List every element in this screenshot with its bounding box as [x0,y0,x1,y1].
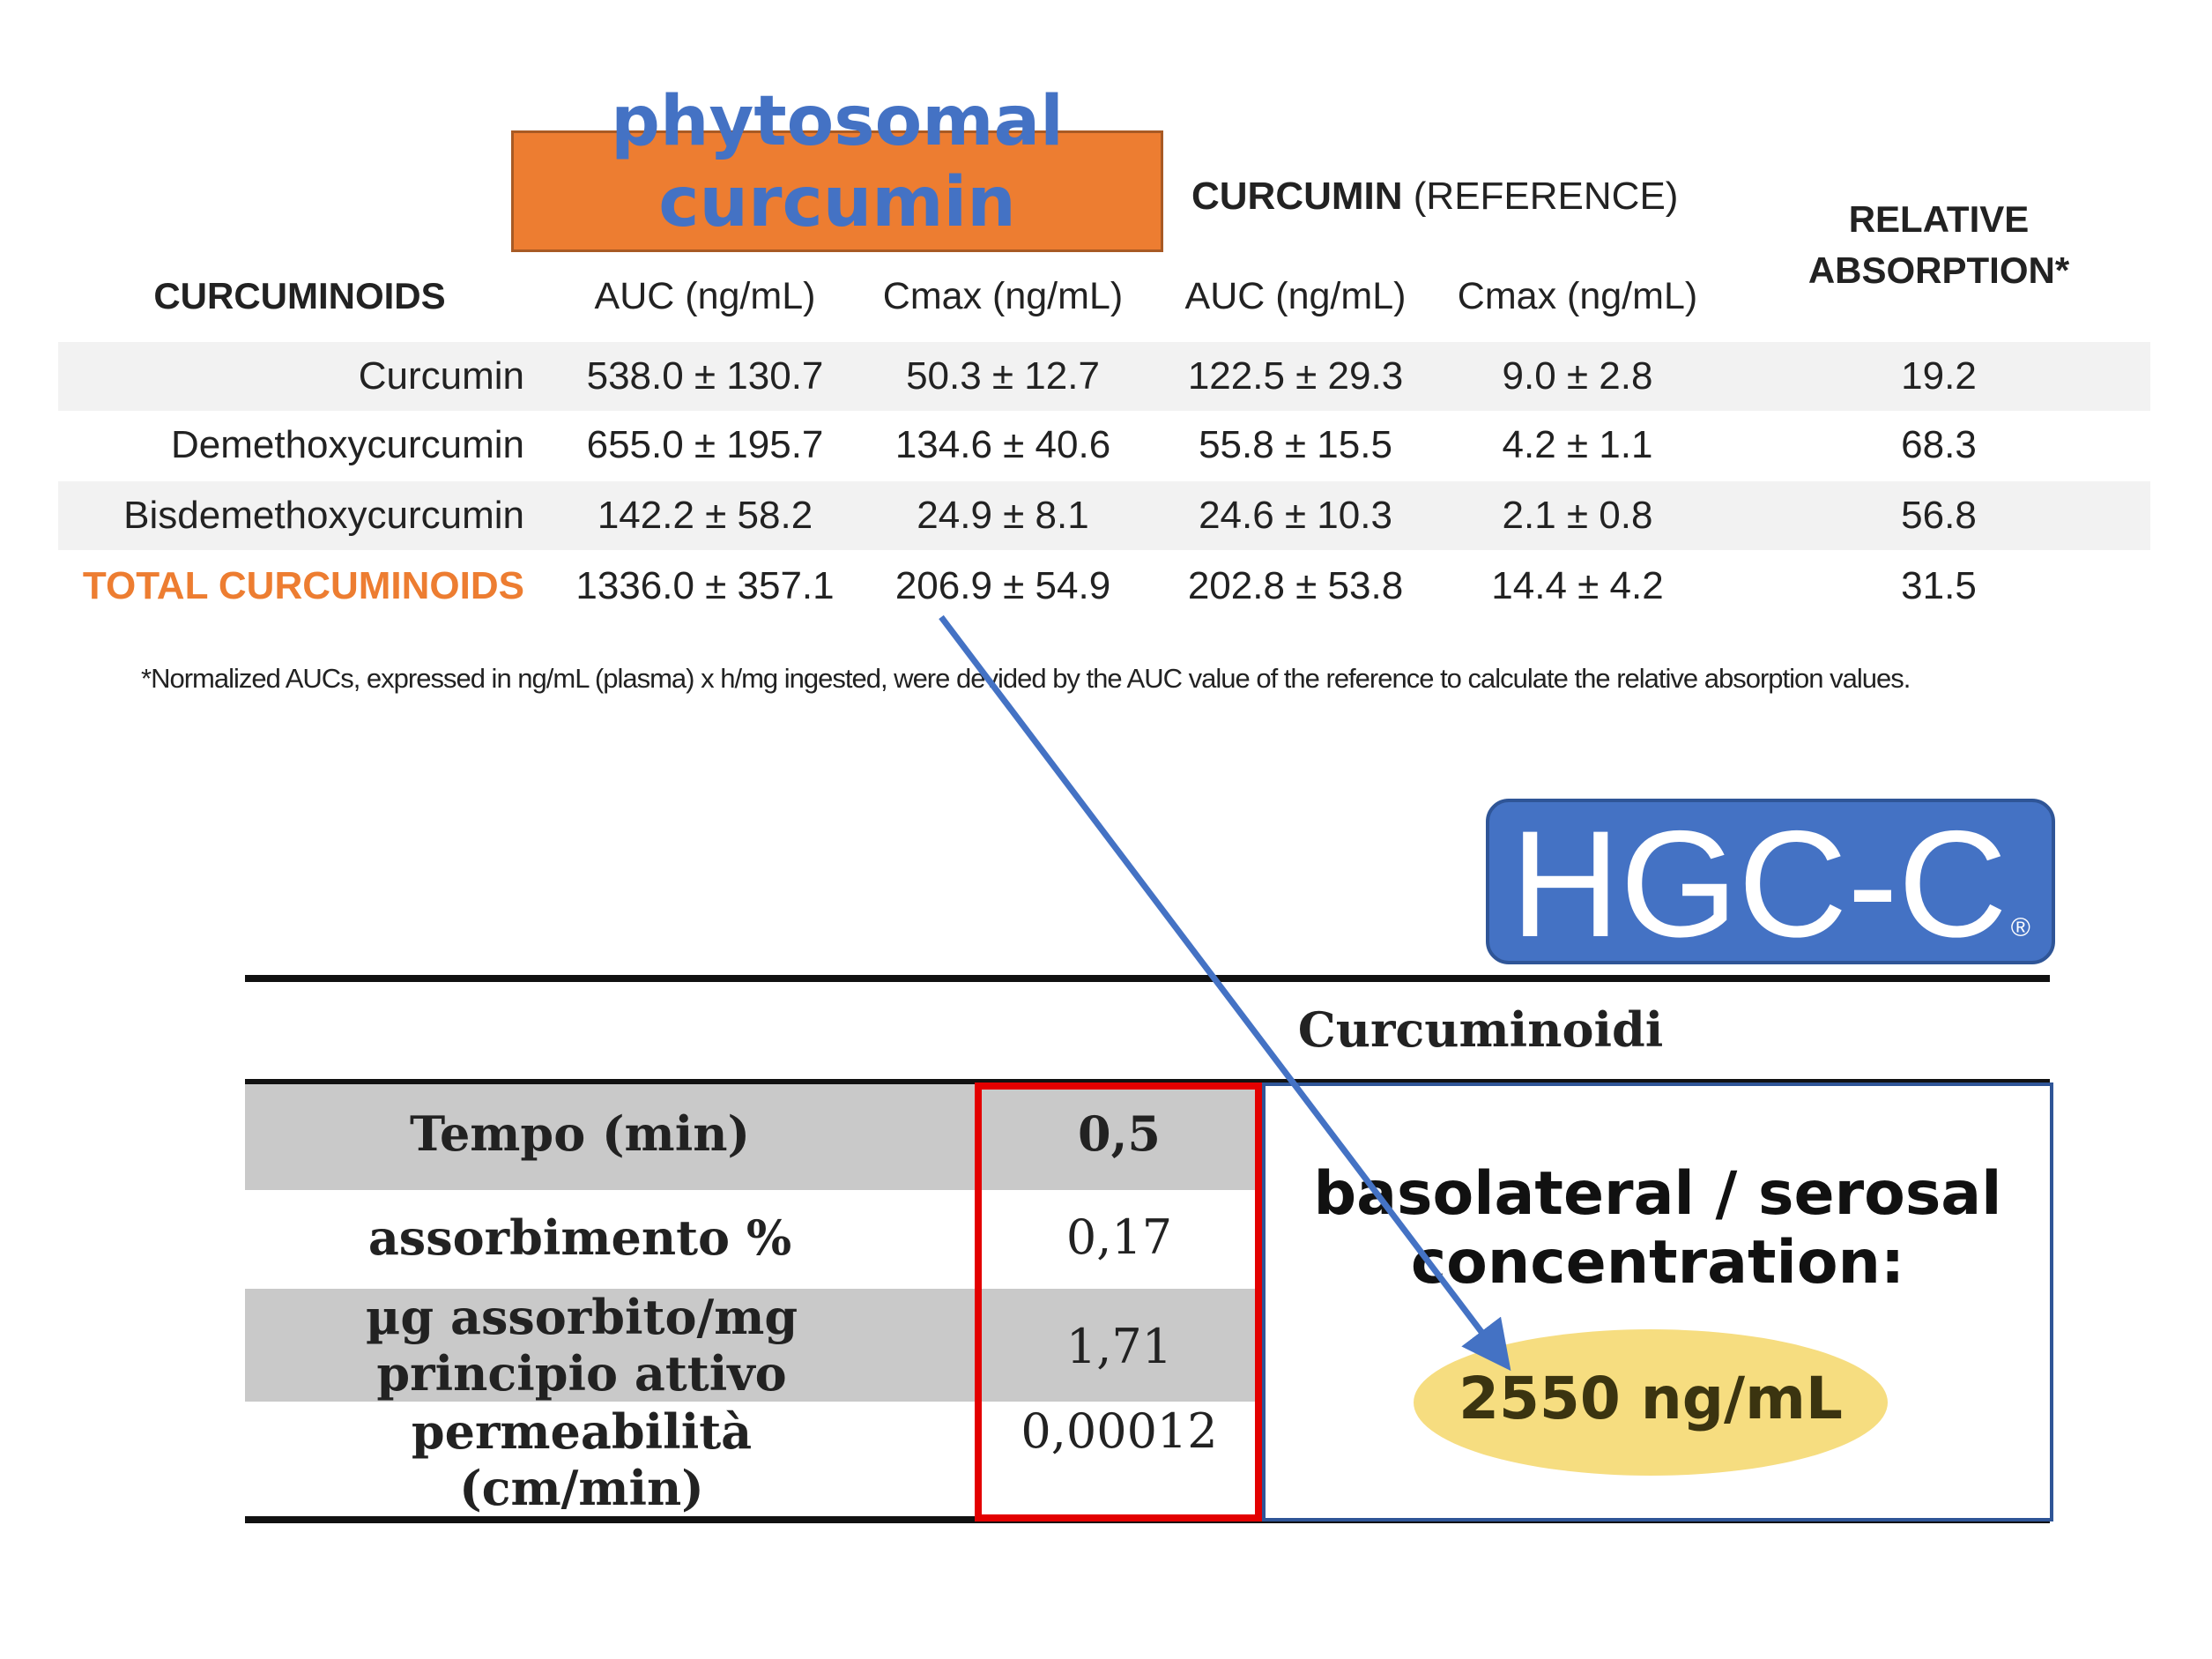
table-cell: 2.1 ± 0.8 [1502,494,1653,537]
table-top-rule [245,975,2050,982]
row-label-total-curcuminoids: TOTAL CURCUMINOIDS [82,564,524,607]
curcuminoidi-header: Curcuminoidi [1297,1001,1664,1058]
value-permeabilita: 0,00012 [1021,1403,1218,1459]
table-cell: 538.0 ± 130.7 [586,354,824,398]
row-label-curcumin: Curcumin [358,354,524,398]
col-header-phyto-cmax: Cmax (ng/mL) [882,275,1124,317]
table-cell: 31.5 [1901,564,1977,607]
table-cell: 24.6 ± 10.3 [1199,494,1392,537]
table-header-rule [245,1079,2050,1084]
table-cell: 24.9 ± 8.1 [917,494,1089,537]
table-cell: 134.6 ± 40.6 [894,423,1111,466]
concentration-value: 2550 ng/mL [1459,1365,1843,1432]
col-header-ref-cmax: Cmax (ng/mL) [1457,275,1698,317]
reference-group-header: CURCUMIN (REFERENCE) [1191,175,1678,219]
phytosomal-title: phytosomal curcumin [611,82,1064,242]
table-cell: 122.5 ± 29.3 [1187,354,1404,398]
callout-text: basolateral / serosal concentration: [1313,1159,2002,1298]
table-row [58,342,2150,411]
highlight-outline [975,1082,1262,1521]
table-cell: 68.3 [1901,423,1977,466]
table-cell: 9.0 ± 2.8 [1502,354,1653,398]
table-cell: 55.8 ± 15.5 [1199,423,1392,466]
table-cell: 56.8 [1901,494,1977,537]
col-header-phyto-auc: AUC (ng/mL) [594,275,816,317]
table-cell: 655.0 ± 195.7 [586,423,824,466]
curcuminoids-header: CURCUMINOIDS [153,275,446,316]
table-row-band [245,1289,1262,1402]
reference-group-rest: (REFERENCE) [1413,175,1679,218]
value-tempo: 0,5 [1078,1105,1161,1162]
col-header-ref-auc: AUC (ng/mL) [1184,275,1407,317]
arrow-line [939,614,1511,1372]
table-cell: 206.9 ± 54.9 [894,564,1111,607]
value-assorbimento: 0,17 [1065,1209,1173,1265]
row-label-bisdemethoxycurcumin: Bisdemethoxycurcumin [123,494,524,537]
relative-absorption-header: RELATIVE ABSORPTION* [1807,198,2070,291]
hgc-c-badge: HGC-C ® [1486,799,2055,966]
table-cell: 142.2 ± 58.2 [597,494,813,537]
row-label-assorbimento: assorbimento % [367,1209,792,1266]
table-cell: 1336.0 ± 357.1 [575,564,835,607]
registered-mark: ® [2010,913,2030,942]
table-cell: 202.8 ± 53.8 [1187,564,1404,607]
table-row [58,481,2150,550]
row-label-tempo: Tempo (min) [409,1105,751,1162]
table-cell: 14.4 ± 4.2 [1491,564,1664,607]
hgc-c-label: HGC-C [1511,800,2008,969]
phytosomal-header-box [511,130,1163,252]
row-label-demethoxycurcumin: Demethoxycurcumin [170,423,524,466]
footnote: *Normalized AUCs, expressed in ng/mL (pl… [141,663,1911,694]
row-label-permeabilita: permeabilità (cm/min) [411,1403,753,1516]
table-cell: 50.3 ± 12.7 [906,354,1100,398]
table-cell: 19.2 [1901,354,1977,398]
table-cell: 4.2 ± 1.1 [1502,423,1653,466]
reference-group-bold: CURCUMIN [1191,175,1403,218]
value-ug-assorbito: 1,71 [1065,1319,1173,1374]
row-label-ug-assorbito: µg assorbito/mg principio attivo [365,1289,798,1402]
table-row-band [245,1084,1262,1190]
